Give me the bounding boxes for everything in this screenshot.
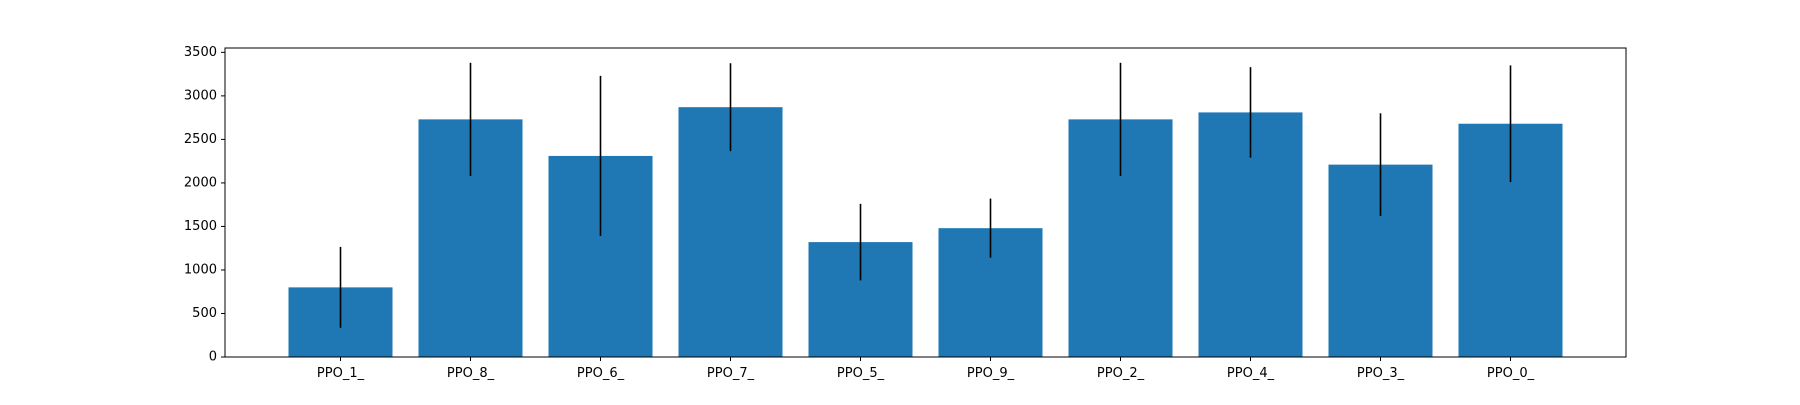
x-tick-label: PPO_8_: [447, 366, 495, 381]
y-axis-ticks: 0 500 1000 1500 2000 2500 3000 3500: [184, 45, 225, 365]
error-bars-layer: [339, 62, 1512, 328]
y-tick-label: 2500: [184, 132, 217, 147]
y-tick-label: 1000: [184, 262, 217, 277]
y-tick-label: 1500: [184, 219, 217, 234]
x-tick-label: PPO_7_: [707, 366, 755, 381]
x-tick-label: PPO_6_: [577, 366, 625, 381]
x-tick-label: PPO_0_: [1487, 366, 1535, 381]
bars-layer: [288, 107, 1563, 357]
x-tick-label: PPO_9_: [967, 366, 1015, 381]
y-tick-label: 3500: [184, 45, 217, 60]
y-tick-label: 500: [192, 306, 217, 321]
y-tick-label: 2000: [184, 175, 217, 190]
axes-frame: [224, 47, 1627, 358]
x-tick-label: PPO_5_: [837, 366, 885, 381]
x-axis-ticks: PPO_1_ PPO_8_ PPO_6_ PPO_7_ PPO_5_ PPO_9_ PPO_…: [317, 357, 1535, 381]
y-tick-label: 0: [209, 350, 217, 365]
x-tick-label: PPO_2_: [1097, 366, 1145, 381]
y-tick-label: 3000: [184, 88, 217, 103]
x-tick-label: PPO_3_: [1357, 366, 1405, 381]
x-tick-label: PPO_4_: [1227, 366, 1275, 381]
x-tick-label: PPO_1_: [317, 366, 365, 381]
